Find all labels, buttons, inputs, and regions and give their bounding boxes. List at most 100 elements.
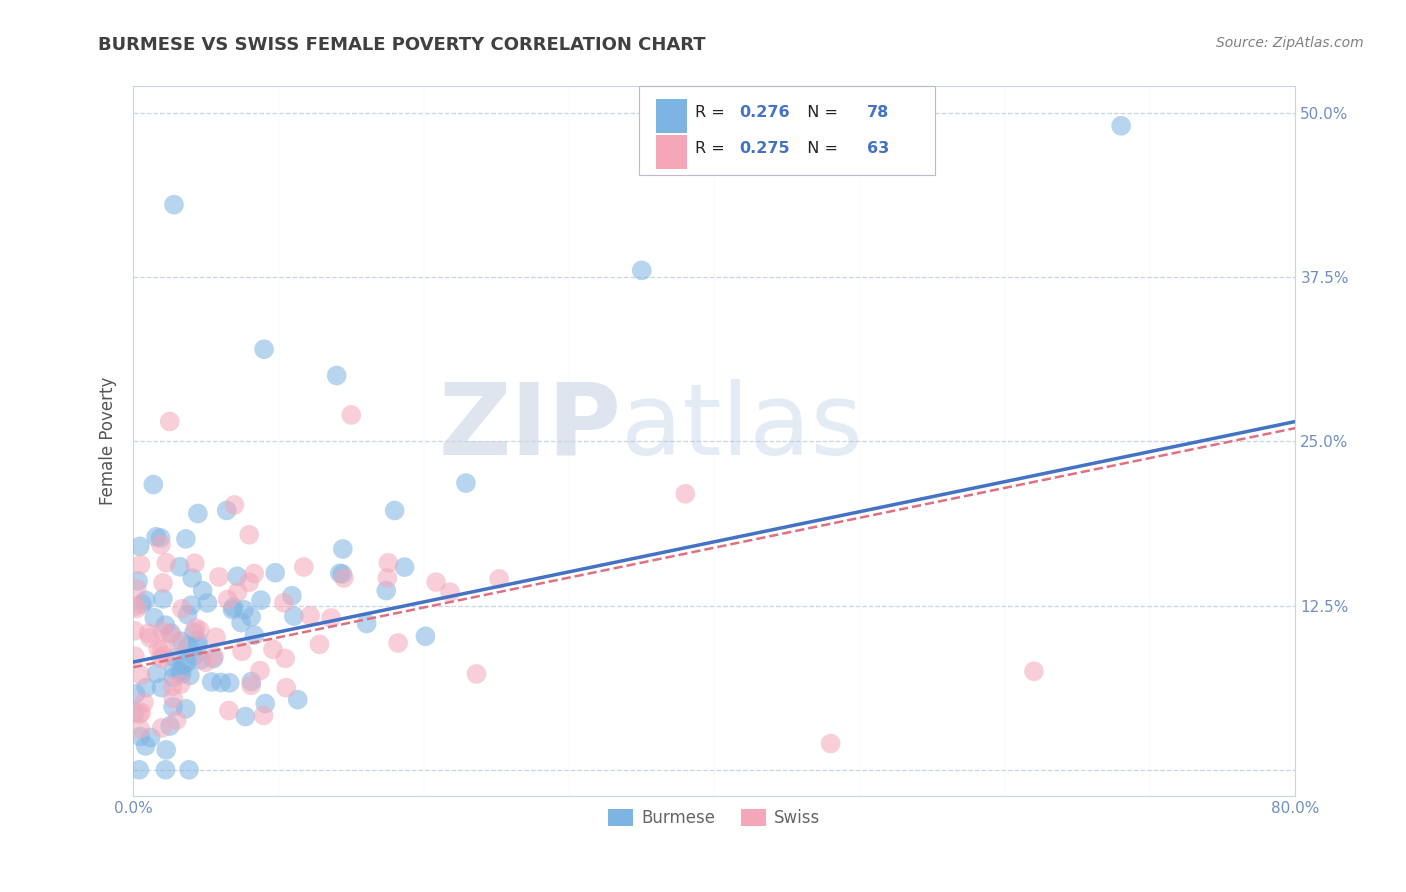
Swiss (150, 721, 173, 735)
Text: 63: 63 (866, 141, 889, 155)
Burmese (190, 653, 212, 667)
Swiss (274, 651, 297, 665)
Burmese (155, 743, 177, 757)
Burmese (181, 571, 204, 585)
FancyBboxPatch shape (657, 99, 686, 133)
Burmese (174, 702, 197, 716)
Swiss (124, 599, 146, 614)
Burmese (250, 593, 273, 607)
Burmese (200, 675, 222, 690)
Swiss (292, 560, 315, 574)
Burmese (222, 600, 245, 615)
Burmese (124, 687, 146, 701)
Burmese (170, 634, 193, 648)
Swiss (129, 558, 152, 572)
Burmese (169, 559, 191, 574)
Burmese (176, 607, 198, 622)
Text: ZIP: ZIP (439, 378, 621, 475)
Burmese (128, 540, 150, 554)
Burmese (202, 651, 225, 665)
Burmese (233, 603, 256, 617)
Burmese (394, 560, 416, 574)
Burmese (384, 503, 406, 517)
Burmese (281, 589, 304, 603)
Burmese (179, 668, 201, 682)
Swiss (159, 415, 181, 429)
Swiss (377, 571, 399, 585)
Burmese (375, 583, 398, 598)
Burmese (169, 665, 191, 679)
Burmese (129, 730, 152, 744)
Swiss (224, 498, 246, 512)
Swiss (425, 575, 447, 590)
Text: R =: R = (695, 141, 730, 155)
Burmese (135, 593, 157, 607)
Burmese (229, 615, 252, 630)
Burmese (191, 583, 214, 598)
Y-axis label: Female Poverty: Female Poverty (100, 377, 117, 506)
Swiss (252, 708, 274, 723)
Burmese (253, 343, 276, 357)
Burmese (139, 731, 162, 745)
FancyBboxPatch shape (657, 135, 686, 169)
Burmese (170, 666, 193, 681)
Burmese (165, 651, 187, 665)
Swiss (131, 706, 153, 720)
Swiss (262, 642, 284, 657)
Swiss (167, 634, 190, 648)
Swiss (166, 713, 188, 727)
Swiss (128, 707, 150, 722)
Burmese (183, 648, 205, 663)
Burmese (155, 763, 177, 777)
Swiss (218, 704, 240, 718)
Burmese (177, 763, 200, 777)
Burmese (135, 739, 157, 753)
Swiss (162, 691, 184, 706)
Text: R =: R = (695, 105, 730, 120)
Text: Source: ZipAtlas.com: Source: ZipAtlas.com (1216, 36, 1364, 50)
Swiss (202, 649, 225, 664)
Burmese (630, 263, 652, 277)
Burmese (454, 476, 477, 491)
Swiss (150, 624, 173, 639)
Burmese (149, 531, 172, 545)
Swiss (149, 651, 172, 665)
Swiss (208, 570, 231, 584)
Swiss (188, 624, 211, 638)
Swiss (139, 631, 162, 645)
Swiss (150, 642, 173, 657)
Burmese (145, 530, 167, 544)
Swiss (308, 637, 330, 651)
Burmese (159, 719, 181, 733)
Swiss (170, 677, 193, 691)
Swiss (129, 722, 152, 736)
Burmese (329, 566, 352, 581)
Swiss (273, 596, 295, 610)
Swiss (249, 664, 271, 678)
Burmese (163, 197, 186, 211)
Burmese (128, 763, 150, 777)
Burmese (226, 569, 249, 583)
Swiss (321, 611, 343, 625)
Burmese (142, 477, 165, 491)
Burmese (197, 596, 219, 610)
Swiss (673, 487, 696, 501)
Burmese (221, 602, 243, 616)
Burmese (254, 697, 277, 711)
Swiss (170, 601, 193, 615)
Burmese (177, 639, 200, 653)
Burmese (240, 610, 263, 624)
Burmese (218, 675, 240, 690)
Swiss (217, 592, 239, 607)
Swiss (465, 667, 488, 681)
Burmese (176, 656, 198, 670)
Burmese (150, 681, 173, 695)
Swiss (148, 641, 170, 656)
Burmese (174, 532, 197, 546)
FancyBboxPatch shape (638, 87, 935, 175)
Swiss (152, 648, 174, 663)
Swiss (226, 585, 249, 599)
Swiss (155, 556, 177, 570)
Swiss (231, 644, 253, 658)
Text: 0.276: 0.276 (738, 105, 789, 120)
